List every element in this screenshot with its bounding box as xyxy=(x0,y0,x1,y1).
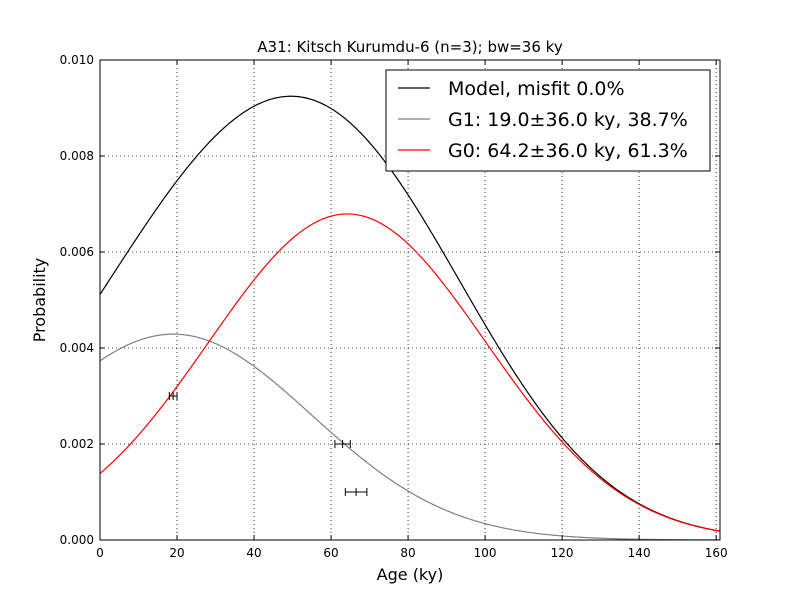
y-tick-label: 0.004 xyxy=(60,341,94,355)
error-bars xyxy=(168,392,368,496)
x-axis-label: Age (ky) xyxy=(377,565,444,584)
error-bar xyxy=(334,440,351,448)
x-tick-label: 100 xyxy=(474,546,497,560)
x-tick-label: 140 xyxy=(628,546,651,560)
legend: Model, misfit 0.0% G1: 19.0±36.0 ky, 38.7… xyxy=(385,69,711,172)
x-tick-label: 40 xyxy=(246,546,261,560)
chart-title: A31: Kitsch Kurumdu-6 (n=3); bw=36 ky xyxy=(257,38,563,56)
error-bar xyxy=(344,488,368,496)
ticks: 0 20 40 60 80 100 120 140 160 0.000 0.002 0.004 0.00… xyxy=(60,53,728,560)
legend-box xyxy=(385,69,711,172)
y-tick-label: 0.002 xyxy=(60,437,94,451)
y-axis-label: Probability xyxy=(30,258,49,343)
y-tick-label: 0.006 xyxy=(60,245,94,259)
x-tick-label: 60 xyxy=(323,546,338,560)
x-tick-label: 160 xyxy=(705,546,728,560)
series-curve-g0 xyxy=(99,213,721,532)
series-curve-g1 xyxy=(99,333,720,541)
x-tick-label: 20 xyxy=(169,546,184,560)
plot-frame xyxy=(99,59,721,541)
plot-lines xyxy=(99,95,721,541)
x-tick-label: 80 xyxy=(400,546,415,560)
legend-entry: G0: 64.2±36.0 ky, 61.3% xyxy=(448,140,688,162)
y-tick-label: 0.000 xyxy=(60,533,94,547)
legend-entry: Model, misfit 0.0% xyxy=(448,78,625,100)
x-tick-label: 120 xyxy=(551,546,574,560)
y-tick-label: 0.010 xyxy=(60,53,94,67)
x-tick-label: 0 xyxy=(96,546,104,560)
y-tick-label: 0.008 xyxy=(60,149,94,163)
legend-entry: G1: 19.0±36.0 ky, 38.7% xyxy=(448,109,688,131)
error-bar xyxy=(168,392,178,400)
model-curve xyxy=(99,95,721,532)
